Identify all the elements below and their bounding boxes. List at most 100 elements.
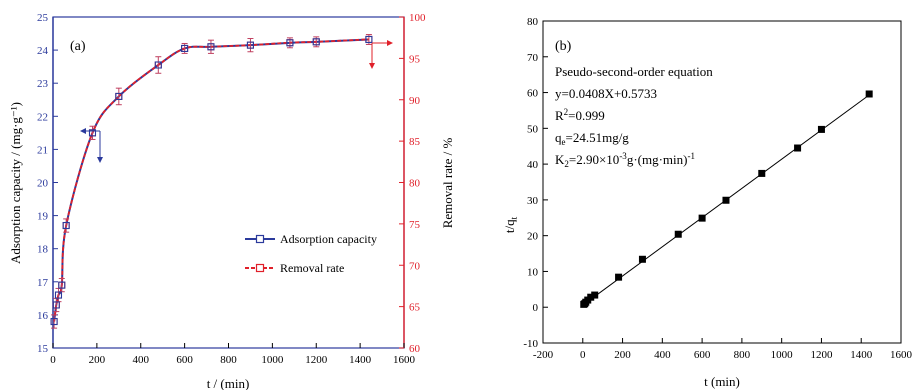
tq-data-point <box>591 291 599 299</box>
panel-b-y-tick-label: 30 <box>527 195 539 207</box>
panel-b-x-tick-label: -200 <box>533 349 554 361</box>
panel-a-right-arrow <box>369 40 393 69</box>
adsorption-capacity-point <box>365 35 373 44</box>
panel-a-x-tick-label: 800 <box>220 354 237 366</box>
panel-b-x-tick-label: 1000 <box>771 349 794 361</box>
tq-data-point <box>638 255 646 263</box>
adsorption-capacity-point <box>52 301 60 309</box>
panel-b-y-tick-label: 40 <box>527 159 539 171</box>
panel-b-ylabel: t/qt <box>502 216 519 233</box>
panel-a-x-ticks: 0 200 400 600 800 1000 1200 1400 1600 <box>50 343 416 366</box>
panel-b-points <box>580 90 873 308</box>
legend-label-adsorption: Adsorption capacity <box>280 232 377 246</box>
panel-b-y-tick-label: 70 <box>527 52 539 64</box>
legend-label-removal: Removal rate <box>280 261 344 275</box>
panel-a-y2-tick-label: 95 <box>409 53 421 65</box>
adsorption-capacity-point <box>312 38 320 46</box>
panel-a-x-tick-label: 1600 <box>393 354 416 366</box>
k2-tail: g·(mg·min) <box>627 152 688 167</box>
panel-a-x-tick-label: 200 <box>89 354 106 366</box>
panel-a-y-tick-label: 20 <box>37 178 49 190</box>
panel-a-y2label: Removal rate / % <box>440 138 455 229</box>
k2-sup2: -1 <box>687 151 695 161</box>
annotation-r2: R2=0.999 <box>555 107 605 123</box>
panel-a-legend: Adsorption capacity Removal rate <box>245 232 377 275</box>
panel-b-annotations: Pseudo-second-order equation y=0.0408X+0… <box>555 64 713 169</box>
adsorption-capacity-point <box>286 39 294 47</box>
panel-b-x-tick-label: 200 <box>614 349 631 361</box>
panel-a-y2-tick-label: 75 <box>409 219 421 231</box>
r2-sup: 2 <box>564 107 569 117</box>
tq-data-point <box>615 273 623 281</box>
adsorption-capacity-point <box>88 129 97 137</box>
panel-a-x-tick-label: 600 <box>176 354 193 366</box>
panel-a-plot-frame <box>52 16 405 349</box>
panel-b-plot-frame <box>542 20 902 344</box>
adsorption-capacity-point <box>181 44 189 52</box>
panel-a-x-tick-label: 1000 <box>261 354 284 366</box>
panel-b-y-ticks: -10 0 10 20 30 40 50 60 70 80 <box>523 16 548 350</box>
panel-a-y-tick-label: 18 <box>37 244 49 256</box>
panel-a-x-tick-label: 0 <box>50 354 56 366</box>
panel-a-x-tick-label: 1200 <box>305 354 328 366</box>
panel-a-y-ticks: 15 16 17 18 19 20 21 22 23 24 25 <box>37 12 58 355</box>
panel-a-y-tick-label: 15 <box>37 343 49 355</box>
tq-data-point <box>674 230 682 238</box>
tq-data-point <box>698 214 706 222</box>
r2-rest: =0.999 <box>568 108 605 123</box>
annotation-k2: K2=2.90×10-3g·(mg·min)-1 <box>555 151 695 169</box>
tq-data-point <box>587 293 595 301</box>
removal-rate-line <box>53 38 369 322</box>
panel-a: 0 200 400 600 800 1000 1200 1400 1600 15 16 17 18 19… <box>8 12 455 390</box>
ylabel-base: t/q <box>502 219 517 233</box>
panel-b-x-tick-label: 1600 <box>890 349 913 361</box>
panel-a-x-tick-label: 1400 <box>349 354 372 366</box>
tq-data-point <box>722 196 730 204</box>
panel-b: -200 0 200 400 600 800 1000 1200 1400 1600 -10 0 10… <box>502 16 913 389</box>
panel-a-y-tick-label: 23 <box>37 78 49 90</box>
tq-data-point <box>817 125 825 133</box>
adsorption-capacity-point <box>207 43 215 51</box>
adsorption-capacity-point <box>62 221 70 230</box>
qe-rest: =24.51mg/g <box>566 130 630 145</box>
k2-mid: =2.90×10 <box>569 152 619 167</box>
legend-entry-adsorption: Adsorption capacity <box>245 232 377 246</box>
tq-data-point <box>794 144 802 152</box>
panel-a-y-tick-label: 22 <box>37 111 48 123</box>
panel-a-y2-ticks: 60 65 70 75 80 85 90 95 100 <box>399 12 426 355</box>
tq-data-point <box>865 90 873 98</box>
panel-a-y2-tick-label: 100 <box>409 12 426 24</box>
panel-b-x-tick-label: 1200 <box>810 349 833 361</box>
panel-b-label: (b) <box>555 39 572 54</box>
panel-a-y-tick-label: 19 <box>37 211 49 223</box>
panel-b-x-tick-label: 0 <box>580 349 586 361</box>
panel-b-xlabel: t (min) <box>704 374 740 389</box>
panel-a-y2-tick-label: 70 <box>409 260 421 272</box>
panel-b-y-tick-label: 80 <box>527 16 539 28</box>
panel-a-series <box>50 34 373 329</box>
panel-a-y2-tick-label: 90 <box>409 95 421 107</box>
adsorption-capacity-point <box>50 317 58 326</box>
panel-a-y-tick-label: 21 <box>37 144 48 156</box>
panel-b-x-ticks: -200 0 200 400 600 800 1000 1200 1400 1600 <box>533 338 913 361</box>
panel-b-y-tick-label: 60 <box>527 88 539 100</box>
panel-a-y2-tick-label: 80 <box>409 178 421 190</box>
panel-b-x-tick-label: 800 <box>734 349 751 361</box>
panel-a-y-tick-label: 17 <box>37 277 49 289</box>
panel-a-x-tick-label: 400 <box>133 354 150 366</box>
k2-sub: 2 <box>564 159 569 169</box>
legend-entry-removal: Removal rate <box>245 261 344 275</box>
annotation-title: Pseudo-second-order equation <box>555 64 713 79</box>
panel-b-y-tick-label: -10 <box>523 338 538 350</box>
k2-base: K <box>555 152 565 167</box>
panel-b-y-tick-label: 0 <box>533 302 539 314</box>
panel-b-y-tick-label: 20 <box>527 231 539 243</box>
panel-a-y-tick-label: 16 <box>37 310 49 322</box>
panel-b-y-tick-label: 10 <box>527 266 539 278</box>
adsorption-capacity-point <box>58 281 66 289</box>
panel-b-x-tick-label: 1400 <box>850 349 873 361</box>
panel-a-y2-tick-label: 85 <box>409 136 421 148</box>
panel-a-ylabel: Adsorption capacity / (mg·g⁻¹) <box>8 102 23 264</box>
annotation-qe: qe=24.51mg/g <box>555 130 629 147</box>
panel-a-y-tick-label: 24 <box>37 45 49 57</box>
